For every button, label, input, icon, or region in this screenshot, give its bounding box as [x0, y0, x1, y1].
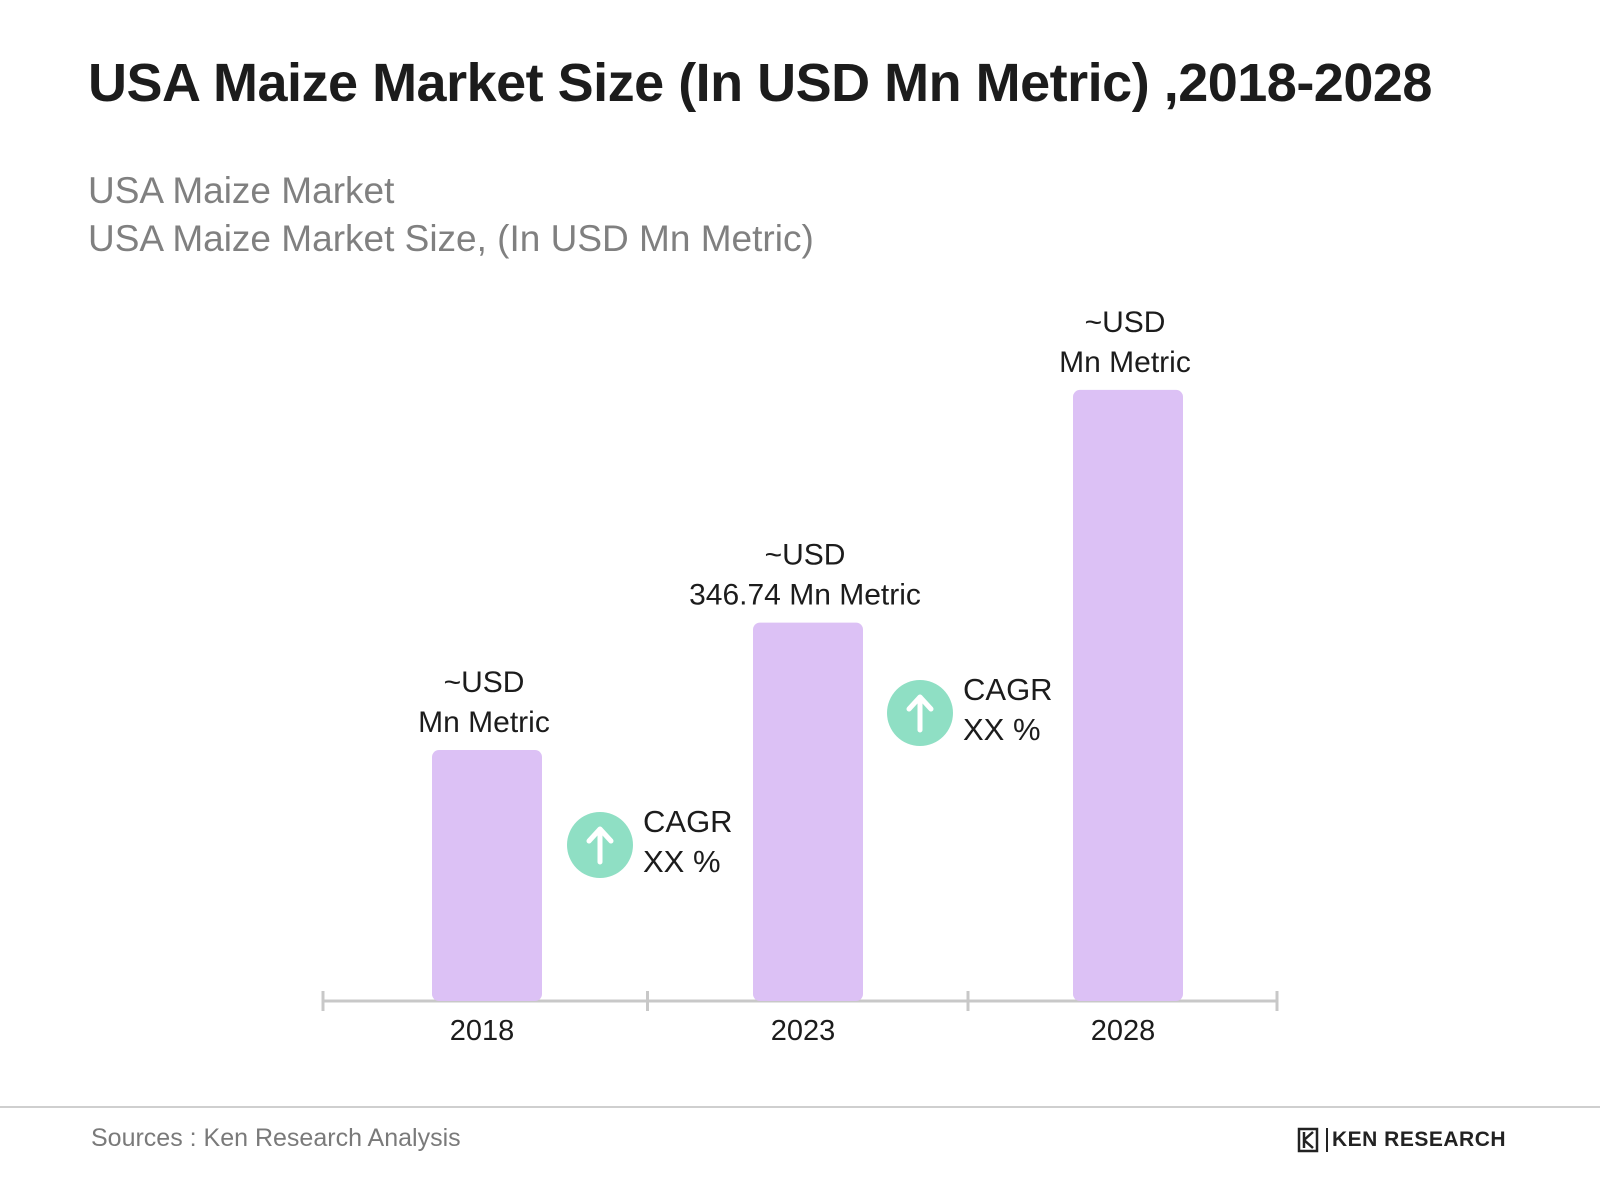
bar-2028	[1073, 389, 1183, 1001]
x-tick-label: 2028	[1091, 1015, 1156, 1047]
ken-research-logo: KEN RESEARCH	[1296, 1127, 1506, 1153]
x-tick-label: 2023	[771, 1015, 836, 1047]
ken-research-logo-icon	[1297, 1127, 1319, 1153]
bar-2023	[753, 622, 863, 1001]
bar-2018	[432, 750, 542, 1001]
data-label-line1: ~USD	[1085, 306, 1166, 339]
cagr-label: CAGR	[963, 672, 1053, 707]
cagr-label: CAGR	[643, 804, 733, 839]
arrow-up-icon	[586, 826, 614, 865]
chart-subtitle: USA Maize Market	[88, 170, 395, 211]
data-label-line2: Mn Metric	[1059, 346, 1191, 379]
footer-divider	[0, 1106, 1600, 1108]
data-label-line2: Mn Metric	[418, 706, 550, 739]
data-label-line2: 346.74 Mn Metric	[689, 579, 921, 612]
data-label-line1: ~USD	[444, 666, 525, 699]
x-tick-label: 2018	[450, 1015, 515, 1047]
sources-note: Sources : Ken Research Analysis	[91, 1124, 461, 1152]
bar-chart: 2018 ~USD Mn Metric 2023 ~USD 346.74 Mn Metri…	[321, 306, 1279, 1047]
logo-text: KEN RESEARCH	[1332, 1128, 1507, 1151]
cagr-value: XX %	[963, 712, 1041, 747]
logo-separator	[1326, 1128, 1328, 1152]
cagr-value: XX %	[643, 844, 721, 879]
chart-title: USA Maize Market Size (In USD Mn Metric)…	[88, 53, 1432, 113]
data-label-line1: ~USD	[765, 539, 846, 572]
arrow-up-icon	[906, 694, 934, 733]
chart-subtitle-units: USA Maize Market Size, (In USD Mn Metric…	[88, 218, 814, 259]
